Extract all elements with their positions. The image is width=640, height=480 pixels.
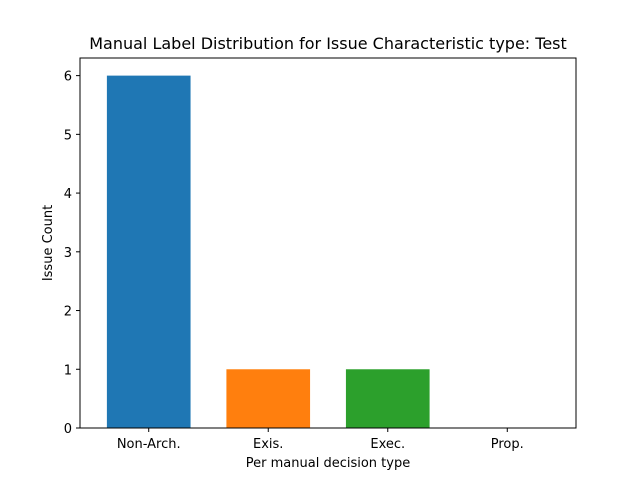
y-tick-label: 4 <box>64 187 72 202</box>
chart-title: Manual Label Distribution for Issue Char… <box>89 34 567 53</box>
y-tick-label: 1 <box>64 363 72 378</box>
y-tick-label: 3 <box>64 246 72 261</box>
plot-frame <box>79 57 577 429</box>
y-axis-ticks: 0 1 2 3 4 5 6 <box>64 70 80 437</box>
y-tick-label: 0 <box>64 422 72 437</box>
x-axis-label: Per manual decision type <box>246 456 410 471</box>
x-tick-label: Exis. <box>253 437 283 452</box>
y-tick-label: 5 <box>64 128 72 143</box>
x-tick-label: Prop. <box>491 437 524 452</box>
bar-non-arch <box>106 75 191 428</box>
bars <box>106 75 430 428</box>
bar-exis <box>226 369 311 428</box>
bar-exec <box>345 369 430 428</box>
y-axis-label: Issue Count <box>41 205 56 281</box>
y-tick-label: 2 <box>64 305 72 320</box>
y-tick-label: 6 <box>64 70 72 85</box>
x-tick-label: Exec. <box>370 437 405 452</box>
x-tick-label: Non-Arch. <box>117 437 181 452</box>
x-axis-ticks: Non-Arch. Exis. Exec. Prop. <box>117 428 524 452</box>
